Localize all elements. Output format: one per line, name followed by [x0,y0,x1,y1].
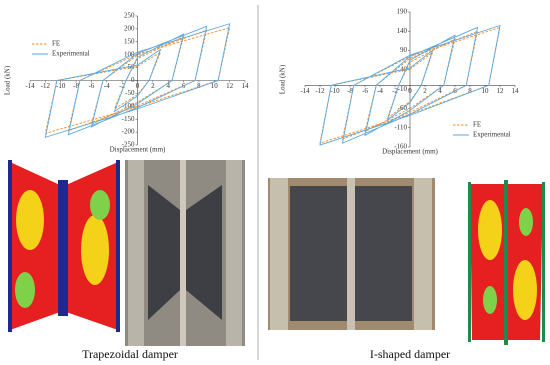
y-tick-label: -110 [394,123,407,131]
x-tick-label: 14 [242,82,250,90]
y-tick-label: 90 [400,46,408,54]
x-tick-label: -12 [41,82,51,90]
x-tick-label: 8 [197,82,201,90]
fe-contour-trapezoidal [8,160,120,332]
x-tick-label: -8 [347,87,353,95]
fe-contour-i-shaped [468,180,545,345]
y-tick-label: -10 [398,85,408,93]
y-axis-label: Load (kN) [279,64,287,94]
hysteresis-curve [44,23,231,138]
x-tick-label: -14 [25,82,35,90]
x-tick-label: 10 [211,82,219,90]
x-tick-label: -12 [315,87,325,95]
y-tick-label: -250 [122,141,135,149]
y-tick-label: -150 [122,115,135,123]
photo-i-shaped [268,178,435,330]
x-tick-label: -6 [89,82,95,90]
photo-trapezoidal [125,160,245,346]
y-tick-label: -100 [122,102,135,110]
x-axis-label: Displacement (mm) [382,148,438,156]
x-tick-label: 2 [151,82,155,90]
x-tick-label: -2 [119,82,125,90]
x-tick-label: -6 [362,87,368,95]
x-tick-label: 0 [408,87,412,95]
y-tick-label: 150 [124,37,135,45]
y-tick-label: -200 [122,128,135,136]
x-tick-label: 4 [166,82,170,90]
y-tick-label: 50 [128,63,136,71]
y-tick-label: 250 [124,12,135,20]
x-tick-label: 14 [512,87,520,95]
x-tick-label: -14 [300,87,310,95]
hysteresis-curve [319,24,501,146]
y-tick-label: 100 [124,50,135,58]
legend-label: Experimental [473,131,511,139]
x-tick-label: -4 [104,82,110,90]
x-tick-label: -10 [330,87,340,95]
x-tick-label: -10 [56,82,66,90]
legend-label: FE [52,40,60,48]
x-tick-label: 10 [482,87,490,95]
y-tick-label: 200 [124,25,135,33]
x-axis-label: Displacement (mm) [110,146,166,154]
legend-label: FE [473,121,481,129]
x-tick-label: 0 [136,82,140,90]
caption: I-shaped damper [370,347,450,361]
y-tick-label: -160 [394,143,407,151]
x-tick-label: 4 [438,87,442,95]
y-tick-label: 190 [397,8,408,16]
x-tick-label: 12 [497,87,505,95]
x-tick-label: 12 [226,82,234,90]
legend-label: Experimental [52,50,90,58]
x-tick-label: -2 [392,87,398,95]
x-tick-label: -8 [73,82,79,90]
x-tick-label: 2 [423,87,427,95]
x-tick-label: 8 [468,87,472,95]
y-tick-label: 140 [397,27,408,35]
y-tick-label: 0 [131,76,135,84]
x-tick-label: -4 [377,87,383,95]
y-axis-label: Load (kN) [4,65,12,95]
y-tick-label: -50 [125,89,135,97]
caption: Trapezoidal damper [82,347,178,361]
